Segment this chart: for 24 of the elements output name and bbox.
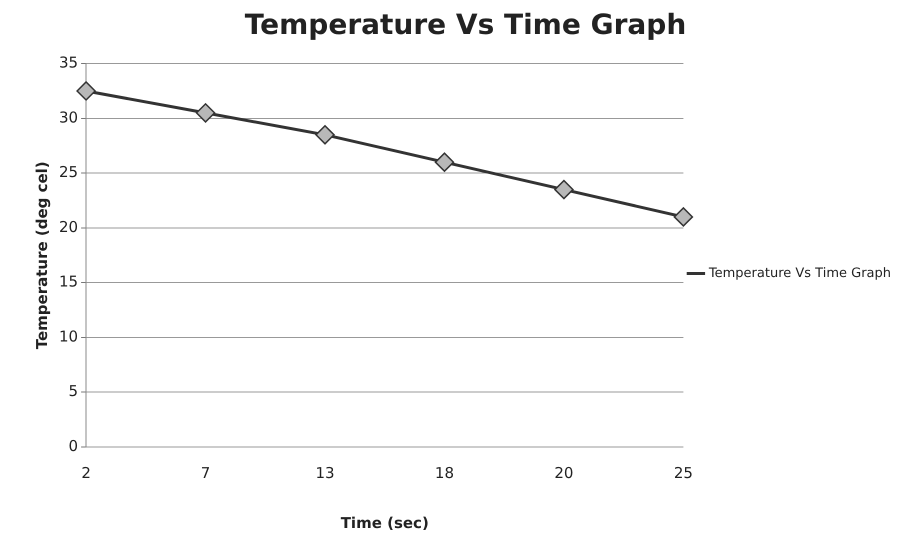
y-tick-label: 5 — [68, 382, 78, 400]
x-axis-title: Time (sec) — [340, 514, 429, 532]
point — [315, 125, 335, 145]
x-tick-label: 20 — [554, 464, 574, 482]
x-tick-label: 2 — [81, 464, 91, 482]
y-tick-label: 10 — [58, 327, 78, 346]
x-tick-label: 18 — [434, 464, 454, 482]
point — [434, 152, 454, 172]
y-tick-label: 15 — [58, 272, 78, 291]
legend-label: Temperature Vs Time Graph — [708, 266, 892, 281]
y-tick-label: 25 — [58, 163, 78, 182]
point — [196, 103, 216, 123]
y-tick-label: 0 — [68, 436, 78, 455]
point — [674, 207, 694, 227]
y-axis-title: Temperature (deg cel) — [32, 161, 51, 350]
y-tick-label: 20 — [58, 218, 78, 236]
x-tick-label: 25 — [674, 464, 693, 482]
x-tick-label: 13 — [315, 464, 335, 482]
chart-title: Temperature Vs Time Graph — [244, 8, 686, 42]
point — [76, 81, 96, 101]
y-tick-label: 35 — [58, 53, 78, 72]
y-tick-label: 30 — [58, 108, 78, 126]
x-tick-label: 7 — [200, 464, 210, 482]
point — [554, 180, 574, 200]
